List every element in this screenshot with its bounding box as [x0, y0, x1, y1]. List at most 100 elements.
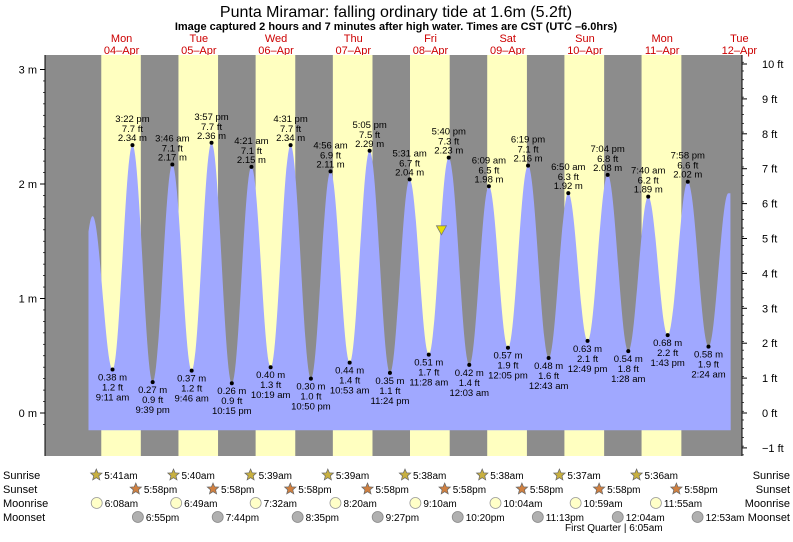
sunrise-time: 5:36am [645, 471, 678, 482]
high-tide-time: 5:40 pm [432, 127, 466, 138]
high-tide-time: 6:50 am [551, 162, 585, 173]
low-tide-point [665, 333, 670, 338]
high-tide-feet: 7.3 ft [438, 137, 459, 148]
left-tick-label: 0 m [19, 408, 37, 420]
high-tide-feet: 6.8 ft [597, 154, 618, 165]
low-tide-time: 10:50 pm [291, 402, 331, 413]
moonset-icon [611, 511, 624, 523]
low-tide-feet: 1.0 ft [300, 392, 321, 403]
low-tide-feet: 0.9 ft [221, 396, 242, 407]
day-date-label: 08–Apr [413, 45, 449, 57]
sunset-time: 5:58pm [298, 485, 331, 496]
day-date-label: 12–Apr [722, 45, 758, 57]
low-tide-time: 1:28 am [611, 374, 645, 385]
moonset-icon [211, 511, 224, 523]
high-tide-meters: 1.92 m [554, 181, 583, 192]
moonrise-time: 6:49am [184, 499, 217, 510]
low-tide-time: 11:24 pm [370, 396, 409, 407]
low-tide-meters: 0.40 m [256, 370, 285, 381]
low-tide-point [546, 356, 551, 361]
low-tide-time: 12:05 pm [488, 371, 528, 382]
low-tide-feet: 1.9 ft [698, 360, 719, 371]
moonrise-icon [90, 497, 103, 509]
high-tide-point [486, 184, 491, 189]
high-tide-point [288, 143, 293, 148]
sunset-icon [129, 482, 143, 495]
high-tide-meters: 2.11 m [316, 159, 344, 170]
high-tide-meters: 2.16 m [514, 154, 543, 165]
moonset-icon [131, 511, 144, 523]
sunrise-time: 5:39am [259, 471, 292, 482]
low-tide-point [268, 365, 273, 370]
high-tide-meters: 2.02 m [673, 170, 702, 181]
high-tide-time: 5:05 pm [352, 120, 386, 131]
almanac-row-label-left: Moonset [3, 512, 45, 524]
almanac-row-label-left: Moonrise [3, 498, 48, 510]
sunset-icon [669, 482, 683, 495]
moonrise-time: 10:04am [504, 499, 543, 510]
high-tide-time: 3:46 am [155, 134, 189, 145]
low-tide-time: 9:11 am [96, 392, 130, 403]
high-tide-point [526, 163, 531, 168]
high-tide-meters: 2.29 m [355, 139, 384, 150]
low-tide-time: 9:39 pm [135, 405, 169, 416]
low-tide-feet: 1.1 ft [379, 386, 400, 397]
sunset-time: 5:58pm [453, 485, 486, 496]
sunset-icon [283, 482, 297, 495]
low-tide-feet: 1.4 ft [339, 376, 360, 387]
sunrise-time: 5:38am [413, 471, 446, 482]
high-tide-meters: 1.98 m [474, 174, 503, 185]
high-tide-feet: 7.5 ft [359, 130, 380, 141]
almanac-row-label-right: Sunset [756, 484, 790, 496]
moonrise-time: 8:20am [343, 499, 376, 510]
low-tide-meters: 0.68 m [653, 338, 682, 349]
high-tide-meters: 2.34 m [276, 133, 305, 144]
sunrise-time: 5:37am [567, 471, 600, 482]
sunset-time: 5:58pm [607, 485, 640, 496]
moonrise-time: 9:10am [423, 499, 456, 510]
moonrise-icon [249, 497, 262, 509]
chart-subtitle: Image captured 2 hours and 7 minutes aft… [175, 21, 618, 33]
low-tide-meters: 0.58 m [694, 350, 723, 361]
high-tide-point [367, 148, 372, 153]
moonrise-icon [409, 497, 422, 509]
low-tide-time: 10:19 am [251, 390, 291, 401]
high-tide-time: 4:31 pm [273, 114, 307, 125]
right-tick-label: 3 ft [762, 303, 777, 315]
low-tide-feet: 1.4 ft [459, 378, 480, 389]
high-tide-feet: 6.6 ft [677, 161, 698, 172]
high-tide-feet: 7.7 ft [201, 122, 222, 133]
low-tide-meters: 0.44 m [335, 366, 364, 377]
sunrise-icon [89, 468, 103, 481]
moonrise-time: 7:32am [264, 499, 297, 510]
high-tide-feet: 7.7 ft [122, 124, 143, 135]
moonrise-time: 10:59am [584, 499, 623, 510]
moonrise-icon [170, 497, 183, 509]
low-tide-feet: 1.6 ft [538, 371, 559, 382]
low-tide-time: 10:15 pm [212, 406, 252, 417]
sunrise-icon [398, 468, 412, 481]
low-tide-feet: 1.8 ft [618, 364, 639, 375]
low-tide-meters: 0.54 m [614, 354, 643, 365]
high-tide-time: 7:40 am [631, 166, 665, 177]
sunrise-icon [321, 468, 335, 481]
day-name-label: Tue [190, 33, 209, 45]
right-tick-label: 1 ft [762, 373, 777, 385]
low-tide-point [585, 338, 590, 343]
moonset-icon [691, 511, 704, 523]
day-name-label: Mon [111, 33, 132, 45]
right-tick-label: 7 ft [762, 164, 777, 176]
sunrise-icon [166, 468, 181, 481]
moonrise-time: 6:08am [105, 499, 138, 510]
chart-title: Punta Miramar: falling ordinary tide at … [220, 4, 572, 21]
high-tide-time: 4:21 am [234, 136, 268, 147]
high-tide-time: 3:57 pm [194, 112, 228, 123]
sunset-icon [360, 482, 375, 495]
low-tide-time: 10:53 am [330, 386, 370, 397]
low-tide-point [308, 376, 313, 381]
moonset-time: 10:20pm [466, 513, 505, 524]
low-tide-feet: 2.1 ft [577, 354, 598, 365]
high-tide-feet: 7.1 ft [162, 144, 183, 155]
almanac-row-label-right: Sunrise [753, 470, 790, 482]
low-tide-feet: 0.9 ft [142, 395, 163, 406]
